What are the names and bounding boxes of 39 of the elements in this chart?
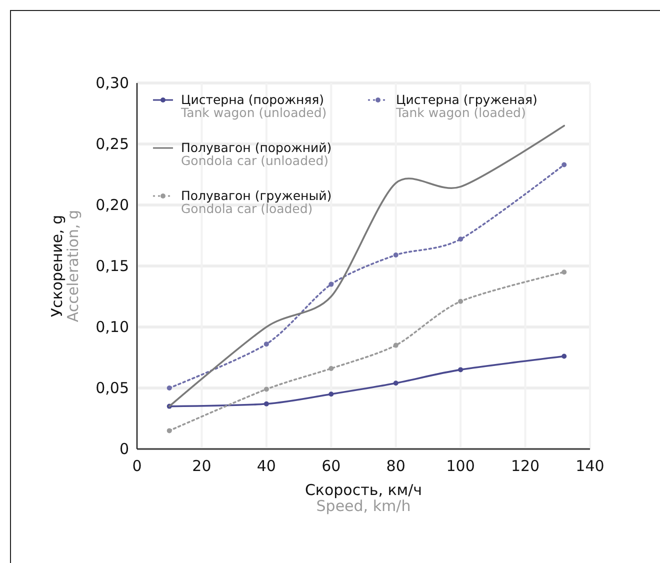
x-axis-title: Скорость, км/ч Speed, km/h [304,481,422,515]
point [393,380,398,386]
y-tick-label: 0,05 [96,379,129,397]
point [328,392,334,397]
point [562,270,567,275]
y-axis-title: Ускорение, g Acceleration, g [48,210,82,322]
y-tick-label: 0,10 [96,318,129,336]
x-tick-label: 80 [386,457,406,475]
y-tick-label: 0,20 [96,196,129,214]
y-tick-label: 0,15 [96,257,129,275]
point [562,354,567,359]
y-tick-label: 0 [119,440,129,458]
point [264,401,269,406]
y-tick-label: 0,25 [96,135,129,153]
x-tick-label: 60 [322,457,341,475]
legend-label: Цистерна (груженая) Tank wagon (loaded) [395,92,538,120]
point [264,386,269,392]
point [328,366,334,371]
line-series [168,124,566,408]
x-tick-label: 20 [192,457,212,475]
point [166,386,172,390]
legend-label: Полувагон (груженый) Gondola car (loaded) [181,188,332,216]
point [393,342,398,348]
point [264,342,269,347]
x-tick-label: 140 [576,457,604,475]
point [166,428,172,434]
x-tick-label: 40 [256,457,276,475]
point [458,236,464,242]
x-tick-label: 0 [132,457,142,475]
y-tick-label: 0,30 [96,74,129,92]
x-tick-label: 100 [446,457,475,475]
point [562,162,567,168]
point [458,367,464,372]
point [393,252,398,258]
legend-label: Полувагон (порожний) Gondola car (unloaded) [181,140,332,168]
point [328,282,334,287]
x-tick-label: 120 [510,457,540,475]
legend-label: Цистерна (порожняя) Tank wagon (unloaded) [180,92,327,120]
point [458,298,464,304]
